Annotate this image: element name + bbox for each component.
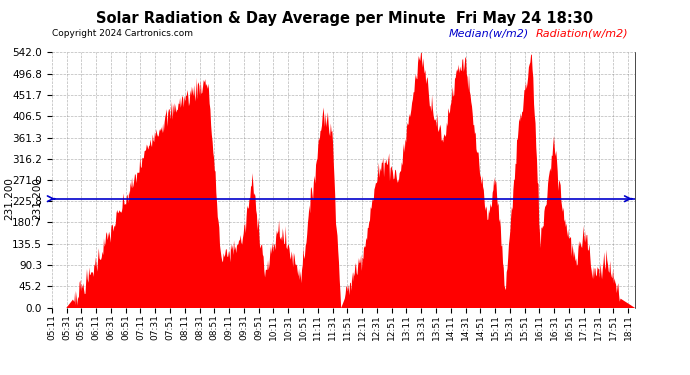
Text: Solar Radiation & Day Average per Minute  Fri May 24 18:30: Solar Radiation & Day Average per Minute…	[97, 11, 593, 26]
Text: Median(w/m2): Median(w/m2)	[448, 28, 529, 39]
Text: Copyright 2024 Cartronics.com: Copyright 2024 Cartronics.com	[52, 30, 193, 39]
Text: 231.200: 231.200	[4, 177, 14, 220]
Text: Radiation(w/m2): Radiation(w/m2)	[535, 28, 629, 39]
